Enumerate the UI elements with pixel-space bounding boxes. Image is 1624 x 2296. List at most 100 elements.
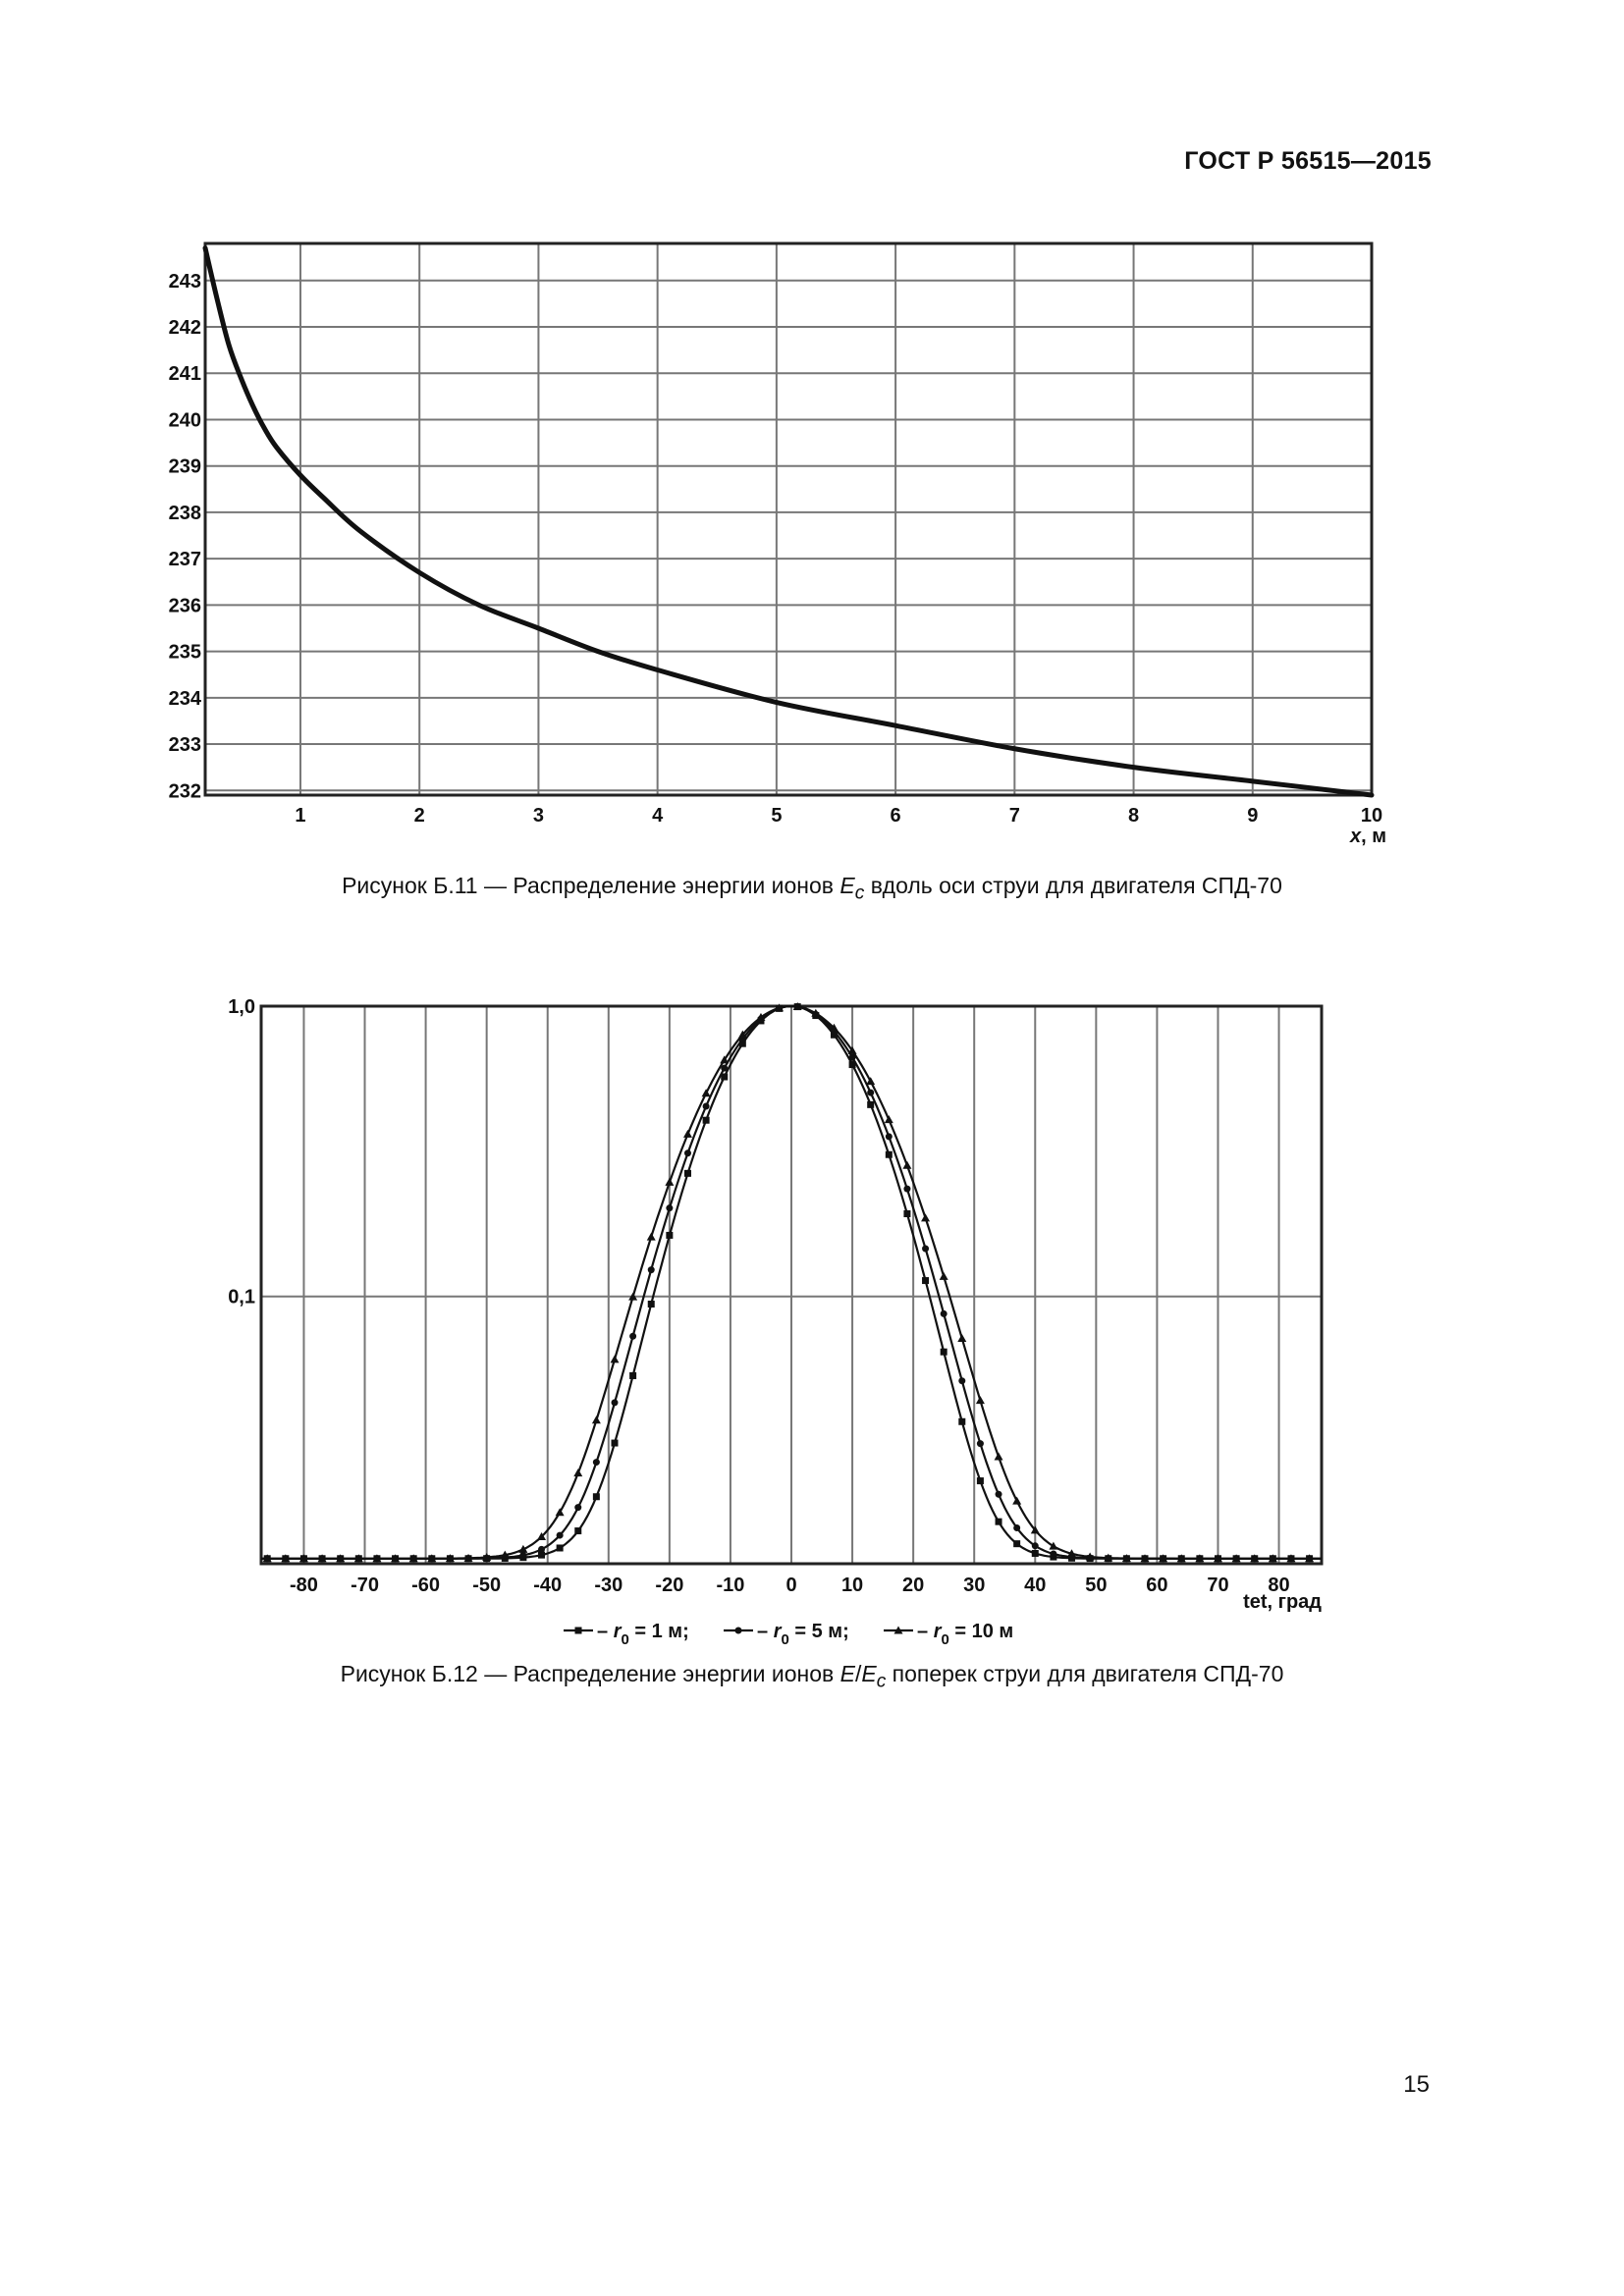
chart1-tick-labels: 1 2 3 4 5 6 7 8 9 1023223323423523623723823924024… <box>169 271 1383 827</box>
chart2-point-circle <box>611 1399 619 1407</box>
chart2-point-square <box>666 1231 674 1239</box>
chart2-point-triangle <box>939 1271 948 1280</box>
chart2-point-square <box>574 1527 582 1535</box>
chart2-point-triangle <box>701 1089 711 1097</box>
chart2-point-triangle <box>775 1003 785 1012</box>
chart1-y-tick-label: 240 <box>169 409 201 431</box>
figure-caption-b12: Рисунок Б.12 — Распределение энергии ион… <box>0 1661 1624 1693</box>
chart1-x-tick-label: 9 <box>1247 805 1258 827</box>
chart1-grid <box>205 243 1372 795</box>
chart2-x-tick-label: 10 <box>841 1575 863 1596</box>
caption-b12-prefix: Рисунок Б.12 — Распределение энергии ион… <box>340 1661 840 1686</box>
chart2-point-triangle <box>1286 1554 1296 1563</box>
caption-b11-prefix: Рисунок Б.11 — Распределение энергии ион… <box>342 873 840 898</box>
chart2-point-triangle <box>1121 1554 1131 1563</box>
chart2-point-square <box>903 1209 911 1217</box>
chart2-point-triangle <box>921 1213 931 1222</box>
chart2-point-circle <box>647 1266 655 1274</box>
chart1-y-tick-label: 235 <box>169 642 201 664</box>
chart2-legend: – r0 = 1 м; – r0 = 5 м; – r0 = 10 м <box>564 1621 1013 1648</box>
chart2-point-circle <box>666 1204 674 1212</box>
chart2-point-triangle <box>573 1468 583 1477</box>
legend-label-triangle: – r0 = 10 м <box>917 1621 1013 1648</box>
chart2-point-triangle <box>591 1415 601 1424</box>
caption-b12-slash: / <box>854 1661 862 1686</box>
chart2-point-square <box>922 1277 930 1285</box>
document-id: ГОСТ Р 56515—2015 <box>1184 147 1432 175</box>
chart2-point-triangle <box>1104 1553 1113 1562</box>
chart2-point-square <box>885 1150 893 1158</box>
chart2-point-circle <box>574 1504 582 1512</box>
chart2-point-square <box>867 1100 875 1108</box>
chart2-point-triangle <box>408 1554 418 1563</box>
chart2-x-tick-label: -20 <box>655 1575 683 1596</box>
page-number: 15 <box>1403 2071 1430 2098</box>
chart1-y-tick-label: 237 <box>169 549 201 570</box>
chart2-point-square <box>830 1031 838 1039</box>
chart1-y-tick-label: 242 <box>169 317 201 339</box>
chart2-point-square <box>538 1551 546 1559</box>
chart2-point-triangle <box>391 1554 401 1563</box>
chart2-point-triangle <box>1250 1554 1260 1563</box>
chart2-x-tick-label: -50 <box>472 1575 501 1596</box>
chart1-y-tick-label: 241 <box>169 363 201 385</box>
chart2-point-square <box>848 1061 856 1069</box>
chart2-point-triangle <box>610 1355 620 1363</box>
chart1-y-tick-label: 239 <box>169 456 201 478</box>
chart2-point-triangle <box>427 1554 437 1563</box>
chart2-point-triangle <box>1085 1552 1095 1561</box>
chart1-x-tick-label: 1 <box>295 805 305 827</box>
chart2-point-square <box>1013 1540 1021 1548</box>
chart2-point-circle <box>702 1102 710 1110</box>
chart2-point-square <box>556 1544 564 1552</box>
chart2-y-tick-label: 0,1 <box>228 1287 255 1308</box>
caption-b12-var: E <box>839 1661 855 1686</box>
legend-label-square: – r0 = 1 м; <box>597 1621 689 1648</box>
chart2-point-triangle <box>756 1012 766 1021</box>
chart2-point-triangle <box>1305 1554 1315 1563</box>
chart2-point-square <box>647 1300 655 1308</box>
chart2-point-triangle <box>500 1550 510 1559</box>
caption-b11-suffix: вдоль оси струи для двигателя СПД-70 <box>864 873 1282 898</box>
chart2-point-triangle <box>1012 1496 1022 1505</box>
chart2-point-triangle <box>262 1554 272 1563</box>
caption-b11-sub: c <box>854 882 865 904</box>
chart2-point-triangle <box>866 1077 876 1086</box>
chart2-point-triangle <box>281 1554 291 1563</box>
chart2-x-tick-label: 30 <box>963 1575 985 1596</box>
chart2-x-tick-label: 40 <box>1024 1575 1046 1596</box>
chart2-point-circle <box>940 1309 947 1317</box>
chart2-point-circle <box>922 1245 930 1253</box>
chart2-point-triangle <box>463 1553 473 1562</box>
chart2-point-square <box>976 1477 984 1485</box>
chart2-point-circle <box>629 1332 637 1340</box>
chart2-point-triangle <box>1195 1554 1205 1563</box>
chart2-point-triangle <box>847 1045 857 1054</box>
chart2-point-square <box>995 1518 1002 1525</box>
chart2-point-triangle <box>1067 1549 1077 1558</box>
chart2-x-tick-label: -10 <box>716 1575 744 1596</box>
chart2-series <box>261 1001 1322 1563</box>
caption-b11-var: E <box>839 873 855 898</box>
chart2-point-triangle <box>975 1396 985 1405</box>
chart2-point-circle <box>885 1133 893 1141</box>
chart1-xlabel-var: x <box>1349 826 1362 847</box>
chart2-grid <box>261 1005 1322 1564</box>
chart2-x-tick-label: 20 <box>902 1575 924 1596</box>
chart1-y-tick-label: 243 <box>169 271 201 293</box>
chart2-point-circle <box>592 1459 600 1467</box>
chart2-point-triangle <box>957 1334 967 1343</box>
chart2-point-circle <box>1013 1523 1021 1531</box>
chart2-point-circle <box>995 1490 1002 1498</box>
caption-b12-var2: E <box>861 1661 877 1686</box>
chart2-point-triangle <box>811 1008 821 1017</box>
chart2-point-triangle <box>445 1554 455 1563</box>
chart2-point-circle <box>867 1089 875 1096</box>
chart2-x-tick-label: -80 <box>290 1575 318 1596</box>
chart2-x-tick-label: 80 <box>1268 1575 1289 1596</box>
chart2-point-triangle <box>1231 1554 1241 1563</box>
chart2-point-triangle <box>720 1055 730 1064</box>
chart2-point-triangle <box>482 1552 492 1561</box>
chart2-point-triangle <box>518 1544 528 1553</box>
caption-b12-suffix: поперек струи для двигателя СПД-70 <box>886 1661 1284 1686</box>
